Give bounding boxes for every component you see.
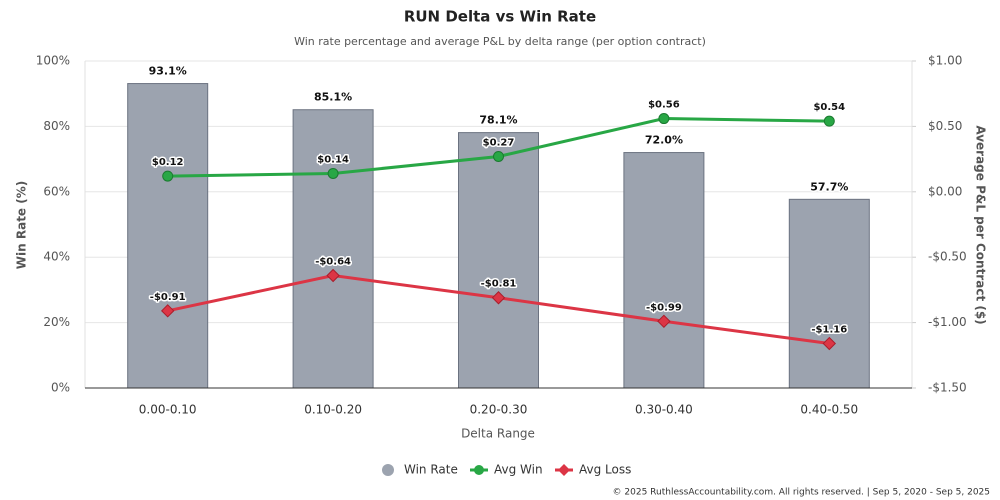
y2-tick-label: $0.50 — [928, 119, 962, 133]
bar-value-label: 57.7% — [810, 180, 848, 193]
line-marker — [823, 115, 835, 127]
y-tick-label: 0% — [51, 381, 70, 395]
line-marker — [327, 167, 339, 179]
legend-swatch — [382, 464, 394, 476]
bar — [458, 132, 539, 389]
y-tick-label: 60% — [43, 184, 70, 198]
legend-swatch — [474, 465, 484, 475]
line-value-label: $0.27 — [483, 137, 515, 148]
line-marker — [658, 113, 670, 125]
y-tick-label: 20% — [43, 315, 70, 329]
line-value-label: -$0.91 — [150, 292, 186, 303]
chart-subtitle: Win rate percentage and average P&L by d… — [294, 35, 706, 48]
bar — [292, 109, 374, 389]
line-value-label: $0.14 — [317, 154, 349, 165]
y2-tick-label: -$1.50 — [928, 381, 967, 395]
chart-title: RUN Delta vs Win Rate — [404, 8, 596, 26]
line-marker — [657, 314, 671, 328]
legend-label[interactable]: Avg Loss — [579, 463, 631, 477]
y2-tick-label: $0.00 — [928, 184, 962, 198]
x-tick-label: 0.20-0.30 — [470, 403, 528, 417]
legend-swatch — [558, 464, 570, 476]
bar — [788, 198, 870, 389]
line-value-label: $0.54 — [813, 102, 845, 113]
line-value-label: -$0.81 — [481, 279, 517, 290]
bar — [623, 152, 705, 389]
y2-tick-label: -$1.00 — [928, 315, 967, 329]
y2-tick-label: -$0.50 — [928, 250, 967, 264]
line-value-label: -$0.99 — [646, 302, 682, 313]
legend-label[interactable]: Win Rate — [404, 463, 458, 477]
bar-value-label: 85.1% — [314, 91, 352, 104]
y2-tick-label: $1.00 — [928, 54, 962, 68]
legend-label[interactable]: Avg Win — [494, 463, 543, 477]
x-tick-label: 0.30-0.40 — [635, 403, 693, 417]
line-value-label: $0.12 — [152, 157, 184, 168]
y-tick-label: 100% — [36, 54, 70, 68]
bar-value-label: 93.1% — [149, 65, 187, 78]
x-tick-label: 0.40-0.50 — [800, 403, 858, 417]
line-marker — [493, 150, 504, 162]
footer: © 2025 RuthlessAccountability.com. All r… — [613, 488, 990, 498]
bar-value-label: 72.0% — [645, 134, 683, 147]
line-value-label: -$0.64 — [315, 257, 351, 268]
line-marker — [326, 268, 340, 283]
y-tick-label: 80% — [43, 119, 70, 133]
line-marker — [491, 291, 506, 305]
y-tick-label: 40% — [43, 250, 70, 264]
bar-value-label: 78.1% — [479, 114, 517, 127]
x-axis-title: Delta Range — [461, 427, 535, 441]
line-marker — [822, 336, 837, 351]
y-axis-title: Win Rate (%) — [15, 181, 29, 269]
y2-axis-title: Average P&L per Contract ($) — [974, 125, 988, 324]
line-value-label: $0.56 — [648, 100, 680, 111]
x-tick-label: 0.10-0.20 — [304, 403, 362, 417]
bar — [127, 83, 209, 389]
line-marker — [162, 170, 174, 182]
x-tick-label: 0.00-0.10 — [139, 403, 197, 417]
line-value-label: -$1.16 — [811, 325, 847, 336]
line-marker — [160, 304, 175, 318]
